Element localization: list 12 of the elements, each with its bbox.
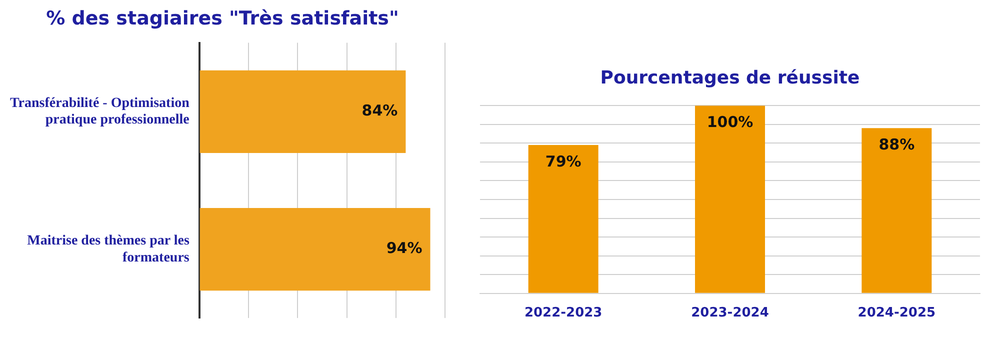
- x-tick-label: 2023-2024: [691, 306, 769, 321]
- data-label: 79%: [545, 152, 582, 170]
- data-label: 100%: [706, 112, 754, 131]
- data-label: 84%: [362, 102, 398, 120]
- x-tick-label: 2022-2023: [524, 306, 602, 321]
- data-label: 88%: [878, 136, 915, 154]
- chart-title: Pourcentages de réussite: [600, 67, 860, 88]
- x-tick-label: 2024-2025: [858, 306, 936, 321]
- y-tick-label: Maitrise des thèmes par les formateurs: [27, 234, 190, 266]
- data-label: 94%: [386, 239, 422, 258]
- y-tick-label: Transférabilité - Optimisation pratique professionnelle: [10, 96, 190, 128]
- chart-title: % des stagiaires "Très satisfaits": [46, 7, 399, 30]
